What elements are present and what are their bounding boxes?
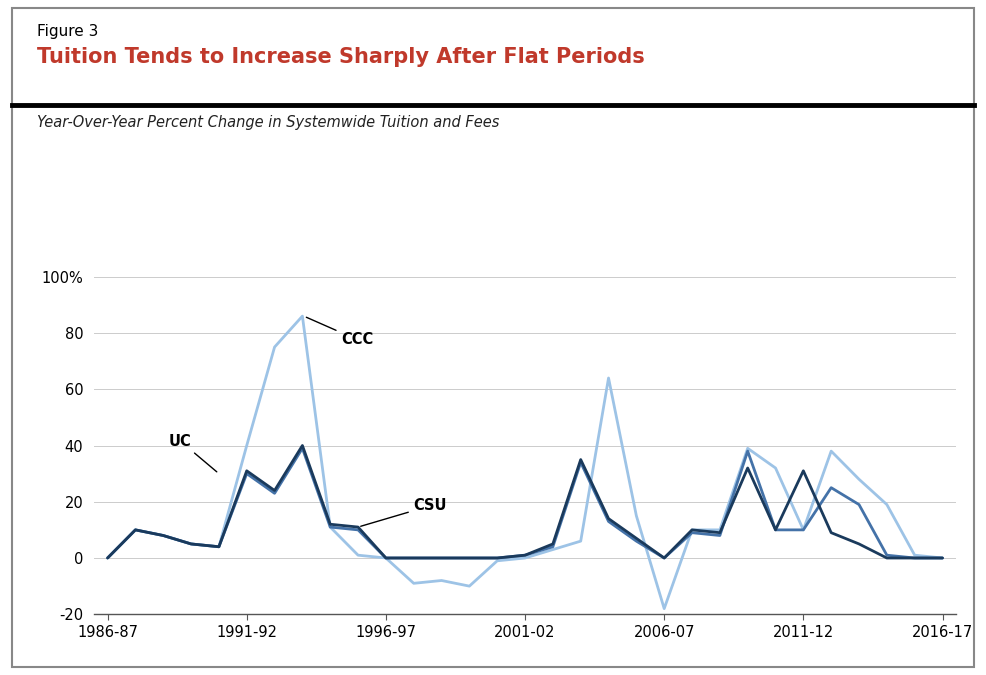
Text: CSU: CSU: [361, 498, 448, 526]
Text: CCC: CCC: [307, 317, 374, 347]
Text: Year-Over-Year Percent Change in Systemwide Tuition and Fees: Year-Over-Year Percent Change in Systemw…: [37, 115, 500, 130]
Text: UC: UC: [169, 433, 217, 472]
Text: Figure 3: Figure 3: [37, 24, 99, 38]
Text: Tuition Tends to Increase Sharply After Flat Periods: Tuition Tends to Increase Sharply After …: [37, 47, 645, 68]
